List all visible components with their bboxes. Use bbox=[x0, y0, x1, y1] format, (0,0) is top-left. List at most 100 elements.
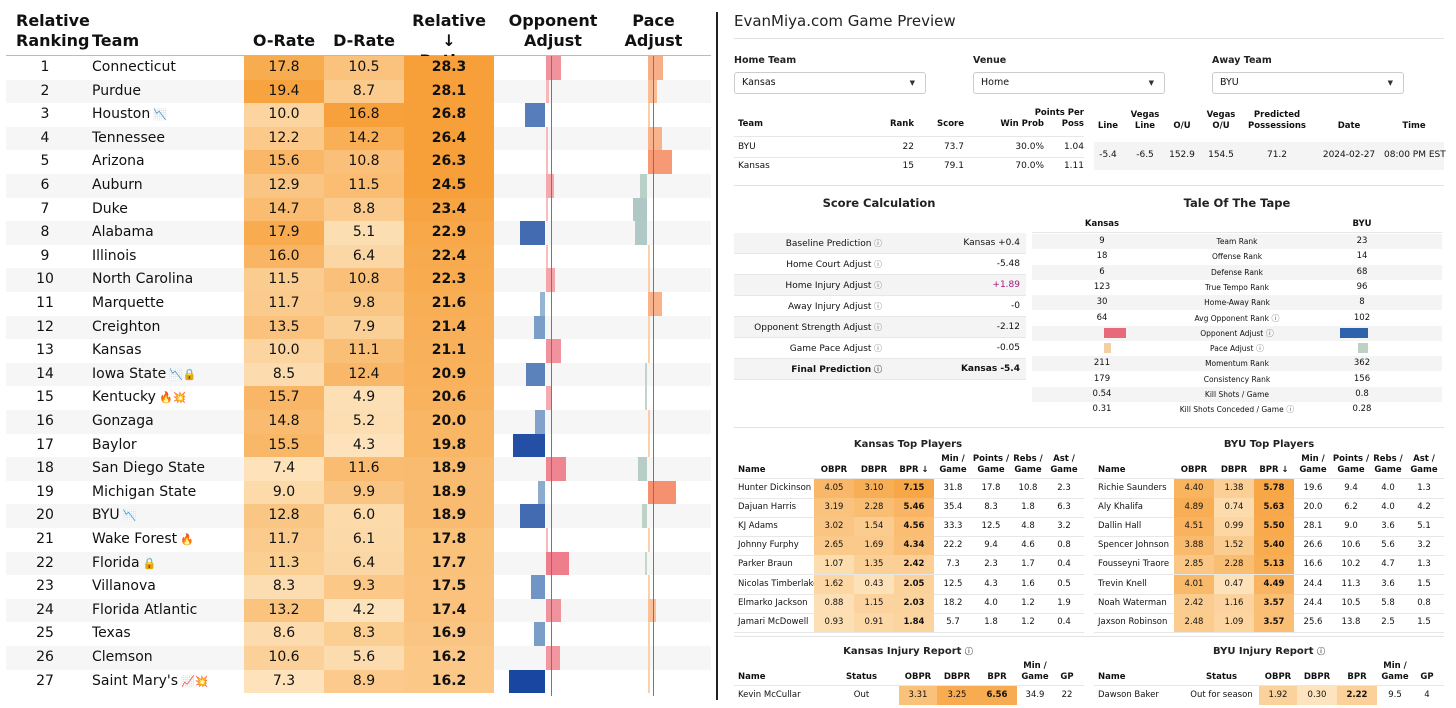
table-row[interactable]: 6 Auburn 12.9 11.5 24.5 bbox=[6, 174, 711, 198]
info-icon[interactable]: ⓘ bbox=[871, 302, 882, 311]
player-name[interactable]: Trevin Knell bbox=[1098, 578, 1147, 589]
injury-header-cell[interactable]: Min / Game bbox=[1021, 661, 1049, 682]
team-cell[interactable]: Creighton bbox=[92, 316, 247, 340]
player-name[interactable]: Dajuan Harris bbox=[738, 502, 797, 513]
summary-header-cell[interactable]: Points Per Poss bbox=[1034, 108, 1084, 129]
table-row[interactable]: 7 Duke 14.7 8.8 23.4 bbox=[6, 197, 711, 222]
team-cell[interactable]: Iowa State 📉🔒 bbox=[92, 363, 247, 387]
header-pace-adjust[interactable]: Pace Adjust bbox=[624, 11, 683, 50]
team-cell[interactable]: Saint Mary's 📈💥 bbox=[92, 670, 247, 694]
info-icon[interactable]: ⓘ bbox=[1263, 328, 1274, 338]
team-cell[interactable]: Alabama bbox=[92, 221, 247, 245]
table-row[interactable]: 27 Saint Mary's 📈💥 7.3 8.9 16.2 bbox=[6, 669, 711, 694]
info-icon[interactable]: ⓘ bbox=[1253, 344, 1264, 354]
line-header-cell[interactable]: Vegas Line bbox=[1130, 110, 1160, 131]
players-header-cell[interactable]: Points / Game bbox=[1332, 454, 1370, 475]
table-row[interactable]: 11 Marquette 11.7 9.8 21.6 bbox=[6, 292, 711, 316]
player-name[interactable]: Jamari McDowell bbox=[738, 616, 809, 627]
summary-header-cell[interactable]: Score bbox=[937, 119, 964, 129]
team-cell[interactable]: Clemson bbox=[92, 646, 247, 670]
table-row[interactable]: 13 Kansas 10.0 11.1 21.1 bbox=[6, 339, 711, 363]
player-name[interactable]: Richie Saunders bbox=[1098, 483, 1167, 493]
players-header-cell[interactable]: Min / Game bbox=[1299, 454, 1327, 475]
table-row[interactable]: 22 Florida 🔒 11.3 6.4 17.7 bbox=[6, 551, 711, 576]
away-team-select[interactable]: BYU ▼ bbox=[1212, 72, 1404, 94]
injury-header-cell[interactable]: OBPR bbox=[1264, 672, 1292, 682]
players-header-cell[interactable]: Min / Game bbox=[939, 454, 967, 475]
info-icon[interactable]: ⓘ bbox=[1316, 647, 1325, 656]
injury-header-cell[interactable]: DBPR bbox=[943, 672, 971, 682]
line-header-cell[interactable]: Time bbox=[1402, 121, 1426, 131]
info-icon[interactable]: ⓘ bbox=[871, 281, 882, 290]
info-icon[interactable]: ⓘ bbox=[964, 647, 973, 656]
player-name[interactable]: Spencer Johnson bbox=[1098, 540, 1170, 551]
player-name[interactable]: Hunter Dickinson bbox=[738, 483, 812, 493]
line-header-cell[interactable]: Vegas O/U bbox=[1206, 110, 1236, 131]
player-name[interactable]: Fousseyni Traore bbox=[1098, 559, 1170, 570]
line-header-cell[interactable]: Line bbox=[1097, 121, 1119, 131]
team-cell[interactable]: Arizona bbox=[92, 150, 247, 174]
injury-header-cell[interactable]: Status bbox=[845, 672, 878, 682]
team-cell[interactable]: Duke bbox=[92, 198, 247, 222]
summary-header-cell[interactable]: Win Prob bbox=[1000, 119, 1044, 129]
players-header-cell[interactable]: BPR ↓ bbox=[1259, 465, 1289, 475]
team-cell[interactable]: Texas bbox=[92, 622, 247, 646]
injury-header-cell[interactable]: Name bbox=[1098, 672, 1126, 682]
players-header-cell[interactable]: DBPR bbox=[860, 465, 888, 475]
injury-header-cell[interactable]: BPR bbox=[987, 672, 1007, 682]
table-row[interactable]: 10 North Carolina 11.5 10.8 22.3 bbox=[6, 268, 711, 292]
table-row[interactable]: 3 Houston 📉 10.0 16.8 26.8 bbox=[6, 103, 711, 127]
table-row[interactable]: 14 Iowa State 📉🔒 8.5 12.4 20.9 bbox=[6, 362, 711, 387]
players-header-cell[interactable]: DBPR bbox=[1220, 465, 1248, 475]
table-row[interactable]: 8 Alabama 17.9 5.1 22.9 bbox=[6, 221, 711, 245]
player-name[interactable]: Dallin Hall bbox=[1098, 521, 1142, 532]
info-icon[interactable]: ⓘ bbox=[871, 260, 882, 269]
line-header-cell[interactable]: Predicted Possessions bbox=[1248, 110, 1306, 131]
table-row[interactable]: 5 Arizona 15.6 10.8 26.3 bbox=[6, 150, 711, 174]
team-cell[interactable]: Gonzaga bbox=[92, 410, 247, 434]
team-cell[interactable]: Michigan State bbox=[92, 481, 247, 505]
table-row[interactable]: 17 Baylor 15.5 4.3 19.8 bbox=[6, 433, 711, 458]
team-cell[interactable]: BYU 📉 bbox=[92, 504, 247, 528]
table-row[interactable]: 15 Kentucky 🔥💥 15.7 4.9 20.6 bbox=[6, 386, 711, 410]
players-header-cell[interactable]: Name bbox=[738, 465, 766, 475]
team-cell[interactable]: Connecticut bbox=[92, 56, 247, 80]
team-cell[interactable]: Villanova bbox=[92, 575, 247, 599]
table-row[interactable]: 16 Gonzaga 14.8 5.2 20.0 bbox=[6, 410, 711, 434]
header-rank[interactable]: Relative Ranking bbox=[16, 11, 90, 50]
team-cell[interactable]: San Diego State bbox=[92, 457, 247, 481]
summary-header-cell[interactable]: Team bbox=[738, 119, 764, 129]
table-row[interactable]: 23 Villanova 8.3 9.3 17.5 bbox=[6, 575, 711, 599]
info-icon[interactable]: ⓘ bbox=[871, 344, 882, 353]
team-cell[interactable]: Auburn bbox=[92, 174, 247, 198]
players-header-cell[interactable]: Ast / Game bbox=[1410, 454, 1438, 475]
player-name[interactable]: Jaxson Robinson bbox=[1098, 616, 1168, 627]
info-icon[interactable]: ⓘ bbox=[871, 365, 882, 374]
players-header-cell[interactable]: Ast / Game bbox=[1050, 454, 1078, 475]
team-cell[interactable]: Baylor bbox=[92, 434, 247, 458]
injured-player-name[interactable]: Kevin McCullar bbox=[738, 690, 801, 700]
team-cell[interactable]: North Carolina bbox=[92, 268, 247, 292]
table-row[interactable]: 19 Michigan State 9.0 9.9 18.9 bbox=[6, 480, 711, 505]
team-cell[interactable]: Houston 📉 bbox=[92, 103, 247, 127]
players-header-cell[interactable]: Rebs / Game bbox=[1373, 454, 1403, 475]
header-orate[interactable]: O-Rate bbox=[252, 31, 316, 50]
injury-header-cell[interactable]: Min / Game bbox=[1381, 661, 1409, 682]
summary-header-cell[interactable]: Rank bbox=[890, 119, 914, 129]
injury-header-cell[interactable]: OBPR bbox=[904, 672, 932, 682]
player-name[interactable]: Parker Braun bbox=[738, 559, 793, 570]
line-header-cell[interactable]: O/U bbox=[1173, 121, 1191, 131]
table-row[interactable]: 21 Wake Forest 🔥 11.7 6.1 17.8 bbox=[6, 528, 711, 552]
info-icon[interactable]: ⓘ bbox=[871, 323, 882, 332]
table-row[interactable]: 20 BYU 📉 12.8 6.0 18.9 bbox=[6, 504, 711, 528]
injury-header-cell[interactable]: Name bbox=[738, 672, 766, 682]
home-team-select[interactable]: Kansas ▼ bbox=[734, 72, 926, 94]
team-cell[interactable]: Tennessee bbox=[92, 127, 247, 151]
injury-header-cell[interactable]: BPR bbox=[1347, 672, 1367, 682]
player-name[interactable]: Nicolas Timberlake bbox=[738, 578, 819, 589]
team-cell[interactable]: Florida Atlantic bbox=[92, 599, 247, 623]
table-row[interactable]: 12 Creighton 13.5 7.9 21.4 bbox=[6, 315, 711, 340]
header-team[interactable]: Team bbox=[92, 31, 140, 50]
players-header-cell[interactable]: OBPR bbox=[820, 465, 848, 475]
line-header-cell[interactable]: Date bbox=[1337, 121, 1361, 131]
